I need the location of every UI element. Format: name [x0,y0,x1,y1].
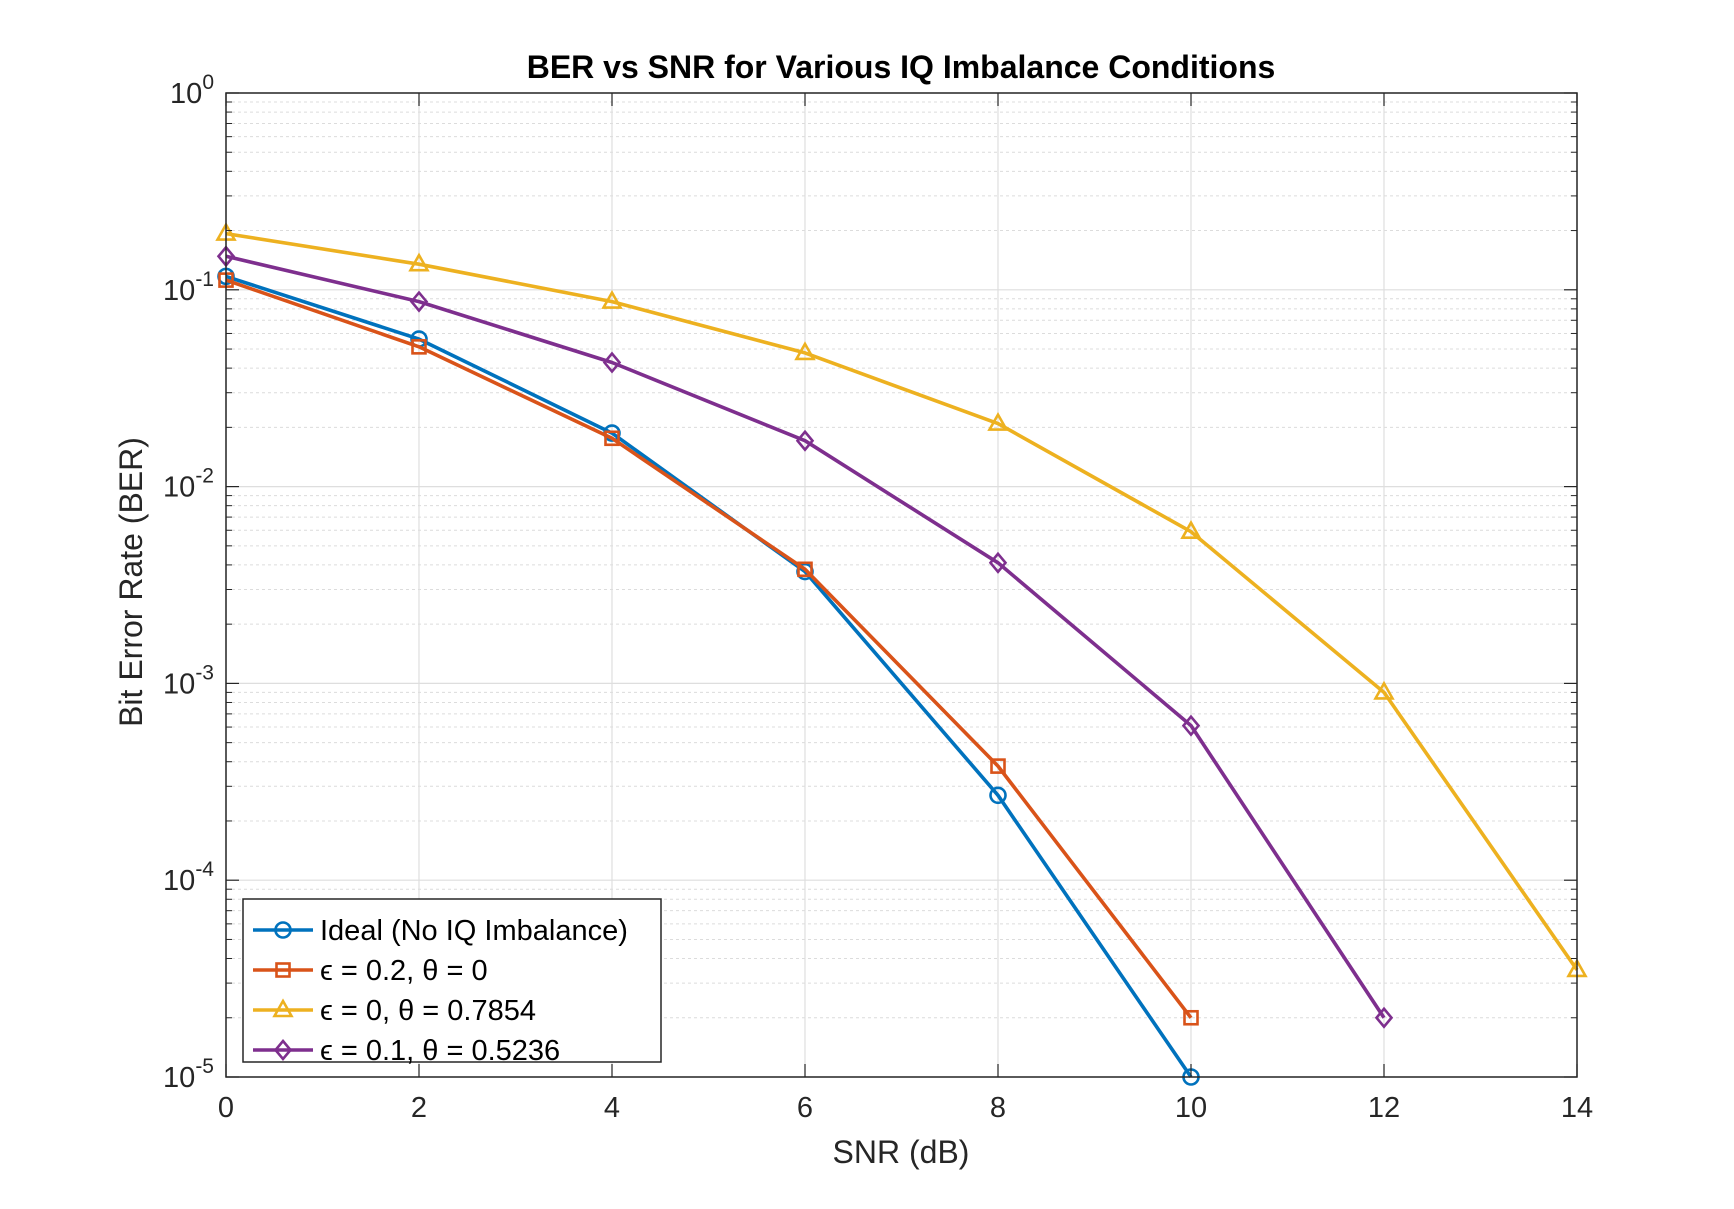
x-tick-label: 8 [990,1092,1006,1124]
series-line [225,254,1386,1019]
x-tick-label: 12 [1368,1092,1400,1124]
circle-marker [274,921,292,939]
legend-entry: Ideal (No IQ Imbalance) [253,915,628,947]
legend-label: ϵ = 0.2, θ = 0 [320,955,488,987]
series-2 [218,272,1199,1026]
x-tick-label: 10 [1175,1092,1207,1124]
ticks [225,92,1578,1078]
x-tick-label: 4 [604,1092,620,1124]
x-tick-label: 2 [411,1092,427,1124]
chart-title: BER vs SNR for Various IQ Imbalance Cond… [527,49,1276,85]
square-marker [411,339,427,355]
square-marker [797,561,813,578]
square-marker [1183,1009,1199,1026]
x-tick-label: 6 [797,1092,813,1124]
triangle-marker [272,998,294,1018]
square-marker [604,430,620,447]
y-axis-label: Bit Error Rate (BER) [113,437,149,727]
y-tick-label: 10-2 [163,465,214,504]
legend-entry: ϵ = 0.1, θ = 0.5236 [253,1035,560,1067]
x-axis-label: SNR (dB) [833,1134,970,1170]
legend-label: ϵ = 0, θ = 0.7854 [320,995,536,1027]
y-tick-label: 10-3 [163,661,214,700]
diamond-marker [602,351,622,374]
y-tick-label: 10-5 [163,1055,214,1094]
diamond-marker [273,1038,293,1062]
legend-entry: ϵ = 0, θ = 0.7854 [253,995,536,1027]
square-marker [990,758,1006,774]
legend-entries: Ideal (No IQ Imbalance) ϵ = 0.2, θ = 0 ϵ =… [253,915,628,1067]
triangle-marker [408,252,430,272]
x-tick-labels: 0 2 4 6 8 10 12 14 [218,1092,1593,1124]
legend-box [242,898,662,1063]
axes-box [225,92,1578,1078]
diamond-marker [1181,714,1201,737]
legend-entry: ϵ = 0.2, θ = 0 [253,955,488,987]
circle-marker [989,786,1007,805]
triangle-marker [987,411,1009,431]
diamond-marker [795,429,815,452]
y-tick-label: 10-4 [163,858,214,897]
diamond-marker [409,290,429,313]
legend-label: Ideal (No IQ Imbalance) [320,915,628,947]
x-tick-label: 0 [218,1092,234,1124]
triangle-marker [1373,680,1395,700]
series-layer [215,221,1588,1086]
x-tick-label: 14 [1561,1092,1593,1124]
legend-label: ϵ = 0.1, θ = 0.5236 [320,1035,560,1067]
square-marker [275,962,291,978]
diamond-marker [1374,1006,1394,1029]
legend: Ideal (No IQ Imbalance) ϵ = 0.2, θ = 0 ϵ =… [242,898,662,1067]
y-tick-label: 100 [170,71,214,110]
series-3 [215,221,1588,978]
triangle-marker [794,341,816,361]
triangle-marker [601,289,623,309]
diamond-marker [988,551,1008,574]
triangle-marker [1180,520,1202,539]
series-line [225,231,1579,971]
series-4 [216,245,1394,1029]
y-tick-labels: 100 10-1 10-2 10-3 10-4 10-5 [163,71,214,1094]
y-tick-label: 10-1 [163,268,214,307]
series-line [225,278,1193,1019]
